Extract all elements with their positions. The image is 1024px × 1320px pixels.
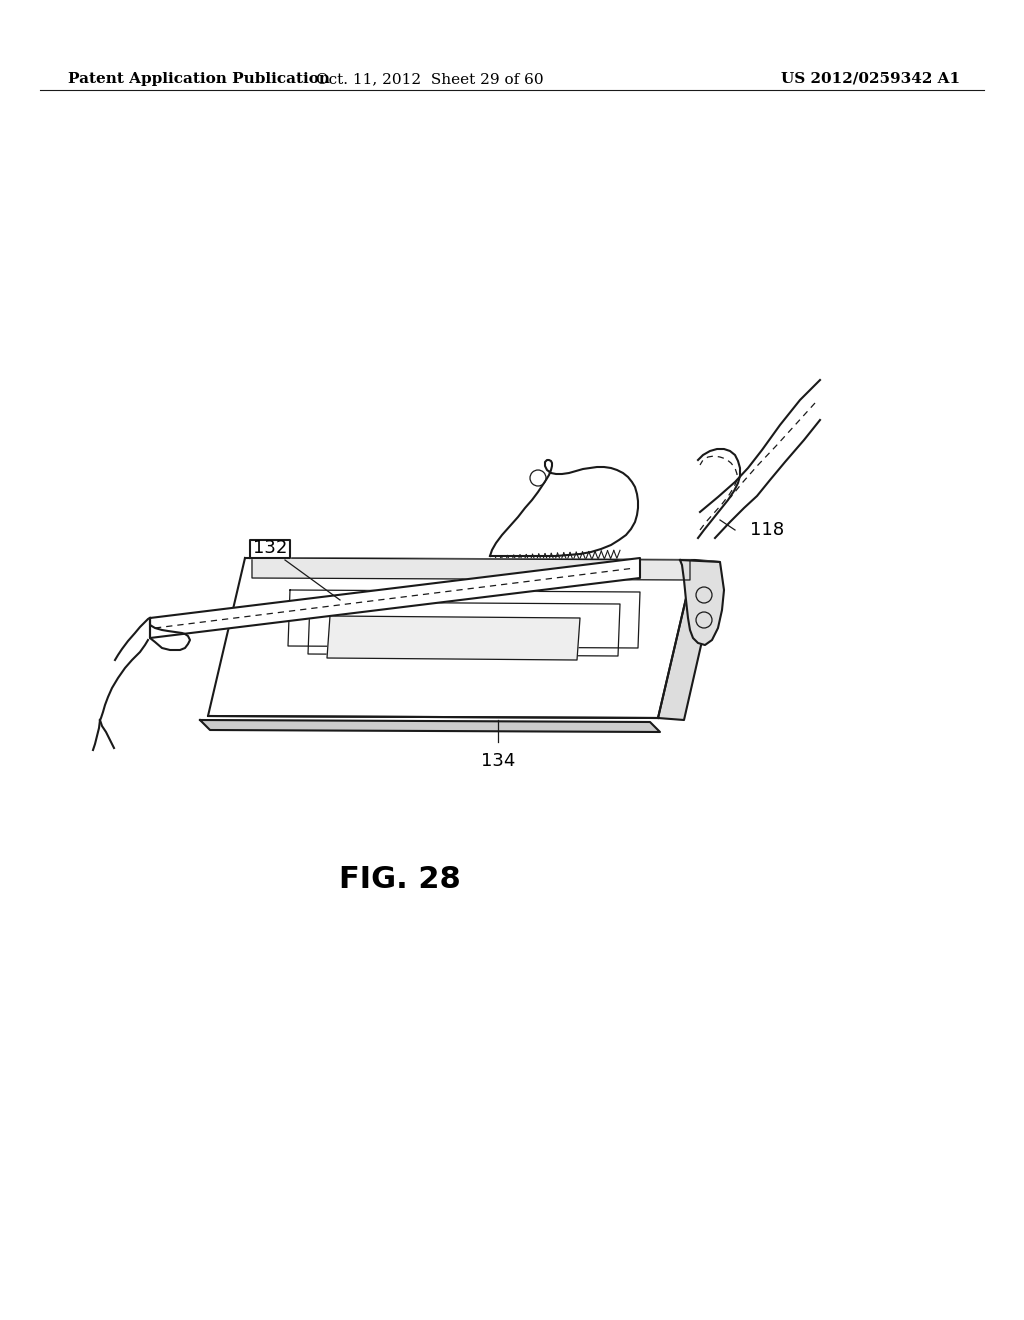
Polygon shape <box>658 560 720 719</box>
Polygon shape <box>150 558 640 638</box>
Polygon shape <box>252 558 690 579</box>
Polygon shape <box>150 618 190 649</box>
Text: 118: 118 <box>750 521 784 539</box>
Text: Patent Application Publication: Patent Application Publication <box>68 73 330 86</box>
Polygon shape <box>208 558 695 718</box>
Polygon shape <box>680 560 724 645</box>
Text: FIG. 28: FIG. 28 <box>339 866 461 895</box>
Text: 134: 134 <box>481 752 515 770</box>
Text: 132: 132 <box>253 539 287 557</box>
Polygon shape <box>250 540 290 558</box>
Polygon shape <box>490 459 638 556</box>
Text: US 2012/0259342 A1: US 2012/0259342 A1 <box>781 73 961 86</box>
Polygon shape <box>327 616 580 660</box>
Polygon shape <box>200 719 660 733</box>
Text: Oct. 11, 2012  Sheet 29 of 60: Oct. 11, 2012 Sheet 29 of 60 <box>316 73 544 86</box>
